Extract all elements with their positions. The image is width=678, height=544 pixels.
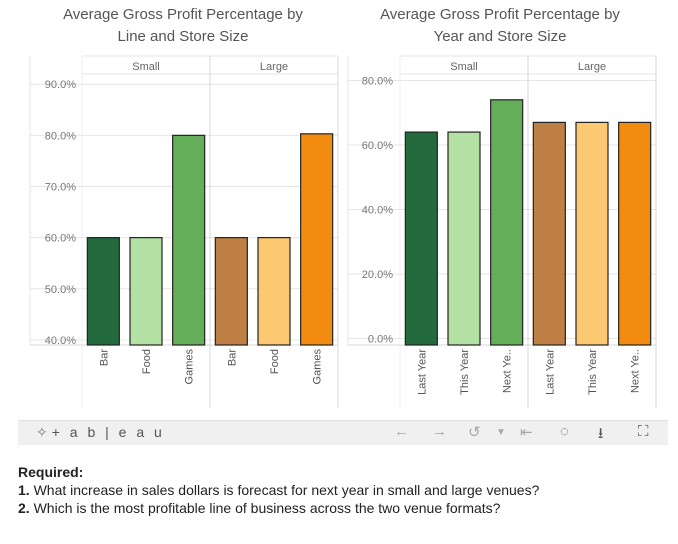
chart2-title: Average Gross Profit Percentage by Year …: [345, 4, 655, 48]
chart1-ytick-label: 80.0%: [45, 130, 76, 142]
chart2-bar-large-last-year: [532, 121, 566, 346]
tableau-logo-text: + a b | e a u: [51, 424, 165, 440]
chart2-bar-large-next-ye-: [618, 121, 652, 346]
chart1-bar-small-food: [129, 237, 163, 346]
chart1-xtick-label: Food: [269, 349, 281, 374]
chart2-xtick-label: Last Year: [544, 349, 556, 395]
chart2-bar-large-this-year: [575, 121, 609, 346]
chart2-ytick-label: 60.0%: [362, 140, 393, 152]
chart1-bar-large-bar: [214, 237, 248, 346]
chart1-panel-header-small: Small: [132, 61, 160, 73]
question-2: 2. Which is the most profitable line of …: [18, 499, 658, 517]
chart2-ytick-label: 80.0%: [362, 75, 393, 87]
chart1-ytick-label: 50.0%: [45, 284, 76, 296]
undo-icon[interactable]: ←: [394, 423, 409, 440]
chart2-ytick-label: 0.0%: [368, 334, 393, 346]
chart2-bar-small-next-ye-: [490, 99, 524, 346]
question-1-number: 1.: [18, 482, 30, 498]
chart1-title: Average Gross Profit Percentage by Line …: [30, 4, 336, 48]
reset-icon[interactable]: ⇤: [520, 424, 533, 441]
question-2-number: 2.: [18, 500, 30, 516]
chart1-ytick-label: 70.0%: [45, 181, 76, 193]
chart1-xtick-label: Games: [184, 349, 196, 385]
tableau-toolbar: ✧ + a b | e a u ← → ↺ ▼ ⇤ ◌ ⭳ ⛶: [18, 420, 668, 445]
share-icon[interactable]: ◌: [560, 423, 569, 440]
download-icon[interactable]: ⭳: [598, 425, 604, 442]
chart1-line-store-size: 40.0% 50.0% 60.0% 70.0% 80.0% 90.0% Small Bar Fo…: [29, 55, 339, 408]
chart1-xtick-label: Bar: [226, 349, 238, 366]
chart1-xtick-label: Bar: [98, 349, 110, 366]
chart2-title-line2: Year and Store Size: [433, 28, 567, 45]
chart2-panel-header-large: Large: [578, 61, 606, 73]
question-1-text: What increase in sales dollars is foreca…: [33, 482, 540, 498]
chart1-ytick-label: 40.0%: [45, 335, 76, 347]
questions-heading: Required:: [18, 464, 84, 480]
chart1-bar-small-bar: [86, 237, 120, 346]
tableau-logo-icon: ✧: [36, 424, 48, 440]
question-1: 1. What increase in sales dollars is for…: [18, 481, 658, 499]
chart2-panel-header-small: Small: [450, 61, 478, 73]
chart2-ytick-label: 20.0%: [362, 269, 393, 281]
chart1-ytick-label: 60.0%: [45, 233, 76, 245]
chart1-title-line2: Line and Store Size: [117, 28, 249, 45]
chart2-ytick-label: 40.0%: [362, 205, 393, 217]
redo-icon[interactable]: →: [432, 423, 447, 440]
chart1-bar-large-games: [300, 133, 334, 346]
chart2-xtick-label: This Year: [587, 349, 599, 395]
question-2-text: Which is the most profitable line of bus…: [33, 500, 501, 516]
chart2-year-store-size: 0.0% 20.0% 40.0% 60.0% 80.0% Small Last Year Th…: [347, 55, 657, 408]
tableau-logo[interactable]: ✧ + a b | e a u: [36, 424, 165, 441]
chart1-xtick-label: Food: [141, 349, 153, 374]
chart1-bar-small-games: [172, 134, 206, 346]
chart2-bar-small-this-year: [447, 131, 481, 346]
chart1-bar-large-food: [257, 237, 291, 346]
fullscreen-icon[interactable]: ⛶: [638, 423, 649, 440]
chart1-xtick-label: Games: [312, 349, 324, 385]
revert-dropdown-icon[interactable]: ▼: [496, 427, 506, 438]
chart2-xtick-label: Next Ye..: [502, 349, 514, 393]
questions-block: Required: 1. What increase in sales doll…: [18, 463, 658, 517]
chart1-ytick-label: 90.0%: [45, 79, 76, 91]
chart1-panel-header-large: Large: [260, 61, 288, 73]
revert-icon[interactable]: ↺: [468, 424, 481, 441]
chart2-xtick-label: This Year: [459, 349, 471, 395]
chart2-title-line1: Average Gross Profit Percentage by: [380, 6, 620, 23]
chart2-xtick-label: Next Ye..: [630, 349, 642, 393]
chart2-bar-small-last-year: [404, 131, 438, 346]
chart1-title-line1: Average Gross Profit Percentage by: [63, 6, 303, 23]
chart2-xtick-label: Last Year: [416, 349, 428, 395]
